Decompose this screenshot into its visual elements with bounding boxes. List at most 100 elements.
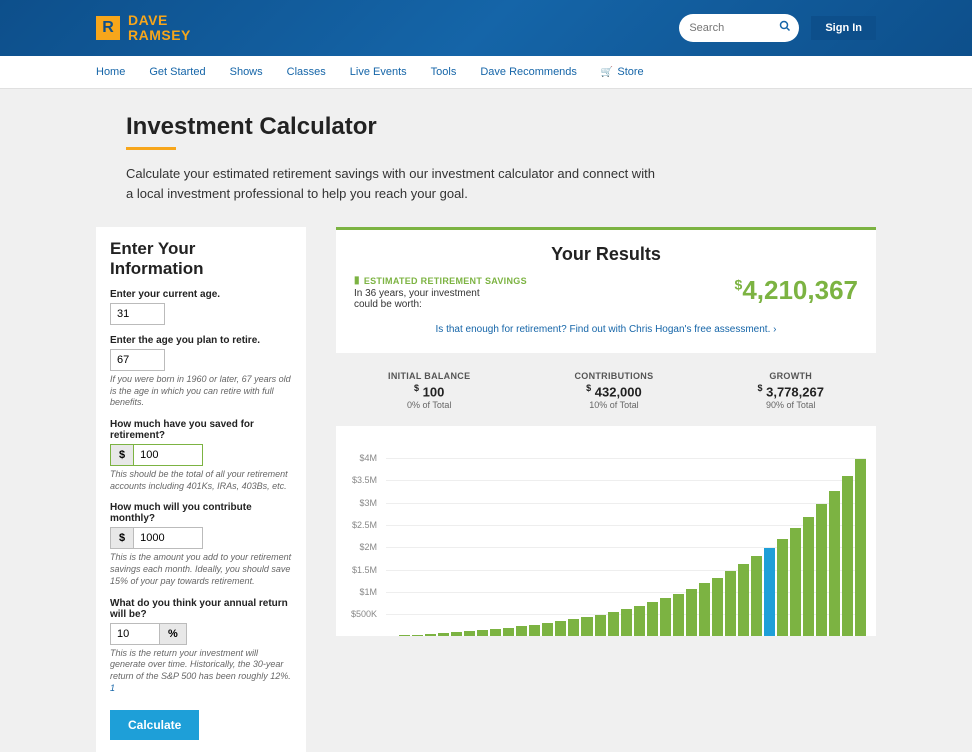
stat-pct: 10% of Total (574, 400, 653, 410)
chart-bar (777, 539, 788, 637)
chart-bar (829, 491, 840, 637)
chart-bar (699, 583, 710, 636)
chart-bar (451, 632, 462, 636)
page-title: Investment Calculator (96, 113, 876, 141)
stat-label: INITIAL BALANCE (388, 371, 470, 381)
stat-initial-balance: INITIAL BALANCE$ 1000% of Total (388, 371, 470, 410)
nav-bar: Home Get Started Shows Classes Live Events To… (0, 56, 972, 89)
chart: $4M $3.5M $3M $2.5M $2M $1.5M $1M $500K (336, 426, 876, 636)
input-panel: Enter Your Information Enter your curren… (96, 227, 306, 752)
results-card: Your Results ▮ ESTIMATED RETIREMENT SAVI… (336, 227, 876, 353)
y-axis-label: $1M (359, 587, 377, 597)
stat-value: $ 3,778,267 (757, 383, 823, 399)
signin-button[interactable]: Sign In (811, 16, 876, 40)
assessment-link[interactable]: Is that enough for retirement? Find out … (354, 324, 858, 335)
chart-bar (803, 517, 814, 636)
y-axis-label: $2.5M (352, 520, 377, 530)
est-label: ▮ ESTIMATED RETIREMENT SAVINGS (354, 275, 735, 286)
logo-icon: R (96, 16, 120, 40)
chart-bar (568, 619, 579, 636)
saved-input[interactable] (133, 444, 203, 466)
retire-age-hint: If you were born in 1960 or later, 67 ye… (110, 374, 292, 409)
monthly-label: How much will you contribute monthly? (110, 502, 292, 524)
chart-bar (855, 459, 866, 636)
search-input[interactable] (689, 22, 769, 34)
chart-bar (673, 594, 684, 637)
y-axis-label: $4M (359, 453, 377, 463)
header: R DAVE RAMSEY Sign In (0, 0, 972, 56)
chart-bar (399, 635, 410, 636)
chart-bar (581, 617, 592, 636)
chart-bar (660, 598, 671, 636)
logo-text: DAVE RAMSEY (128, 13, 191, 44)
chart-bar (764, 548, 775, 636)
dollar-prefix: $ (110, 444, 133, 466)
big-number: $4,210,367 (735, 275, 858, 306)
y-axis-label: $3.5M (352, 475, 377, 485)
saved-hint: This should be the total of all your ret… (110, 469, 292, 492)
results-panel: Your Results ▮ ESTIMATED RETIREMENT SAVI… (336, 227, 876, 752)
monthly-input[interactable] (133, 527, 203, 549)
nav-item-live-events[interactable]: Live Events (350, 66, 407, 78)
stat-value: $ 432,000 (574, 383, 653, 399)
return-input[interactable] (110, 623, 160, 645)
chart-bar (621, 609, 632, 637)
chart-bar (725, 571, 736, 636)
chart-bar (438, 633, 449, 636)
y-axis-label: $500K (351, 609, 377, 619)
nav-item-get-started[interactable]: Get Started (149, 66, 205, 78)
return-hint-link[interactable]: 1 (110, 683, 115, 693)
chart-bar (816, 504, 827, 636)
nav-item-classes[interactable]: Classes (287, 66, 326, 78)
retire-age-label: Enter the age you plan to retire. (110, 335, 292, 346)
calculate-button[interactable]: Calculate (110, 710, 199, 740)
percent-suffix: % (160, 623, 187, 645)
chart-bar (542, 623, 553, 636)
est-sub: In 36 years, your investment could be wo… (354, 288, 504, 310)
stat-pct: 90% of Total (757, 400, 823, 410)
nav-item-dave-recommends[interactable]: Dave Recommends (480, 66, 577, 78)
stat-pct: 0% of Total (388, 400, 470, 410)
chart-bar (555, 621, 566, 636)
stat-growth: GROWTH $ 3,778,26790% of Total (757, 371, 823, 410)
nav-item-tools[interactable]: Tools (431, 66, 457, 78)
chart-bar (386, 636, 397, 637)
chart-bar (529, 625, 540, 637)
y-axis-label: $2M (359, 542, 377, 552)
dollar-prefix-2: $ (110, 527, 133, 549)
nav-item-shows[interactable]: Shows (230, 66, 263, 78)
chart-bar (595, 615, 606, 637)
nav-item-store[interactable]: 🛒Store (601, 66, 644, 78)
nav-item-home[interactable]: Home (96, 66, 125, 78)
chart-bar (686, 589, 697, 637)
return-label: What do you think your annual return wil… (110, 598, 292, 620)
chart-bar (464, 631, 475, 636)
stat-label: CONTRIBUTIONS (574, 371, 653, 381)
chart-bar (647, 602, 658, 636)
monthly-hint: This is the amount you add to your retir… (110, 552, 292, 587)
stat-label: GROWTH (757, 371, 823, 381)
logo[interactable]: R DAVE RAMSEY (96, 13, 191, 44)
chart-bar (738, 564, 749, 636)
savings-icon: ▮ (354, 275, 360, 286)
chart-bar (503, 628, 514, 637)
cart-icon: 🛒 (601, 67, 613, 78)
page-subtitle: Calculate your estimated retirement savi… (96, 164, 656, 203)
chart-bar (842, 476, 853, 637)
chart-bar (608, 612, 619, 637)
chart-bar (490, 629, 501, 636)
chart-bar (477, 630, 488, 636)
retire-age-input[interactable] (110, 349, 165, 371)
y-axis-label: $1.5M (352, 565, 377, 575)
title-underline (126, 147, 176, 150)
chart-bar (412, 635, 423, 637)
stat-contributions: CONTRIBUTIONS $ 432,00010% of Total (574, 371, 653, 410)
age-input[interactable] (110, 303, 165, 325)
return-hint: This is the return your investment will … (110, 648, 292, 695)
search-box[interactable] (679, 14, 799, 42)
chart-bar (425, 634, 436, 636)
y-axis-label: $3M (359, 498, 377, 508)
search-icon[interactable] (779, 19, 791, 37)
chart-bar (712, 578, 723, 637)
saved-label: How much have you saved for retirement? (110, 419, 292, 441)
